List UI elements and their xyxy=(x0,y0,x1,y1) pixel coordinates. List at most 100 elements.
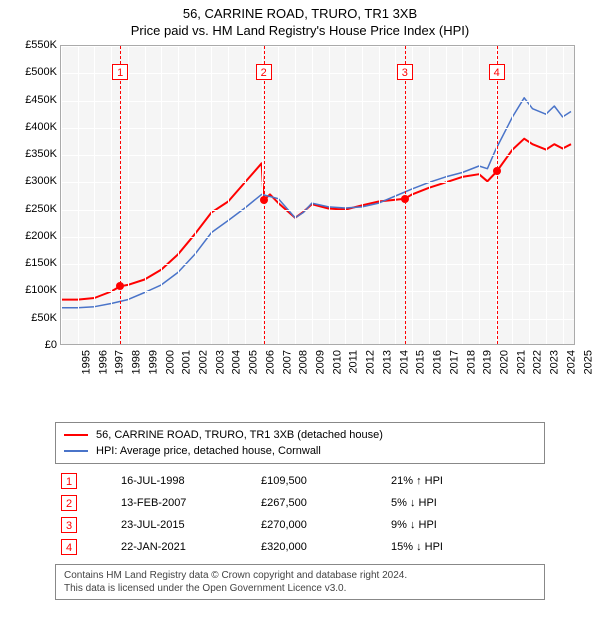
sale-marker-line xyxy=(497,46,498,344)
x-axis-label: 2014 xyxy=(398,350,410,374)
gridline-v xyxy=(245,46,246,344)
x-axis-label: 1995 xyxy=(80,350,92,374)
gridline-v xyxy=(512,46,513,344)
x-axis-label: 2002 xyxy=(198,350,210,374)
sale-hpi-diff: 15% ↓ HPI xyxy=(385,536,545,558)
x-axis-label: 2024 xyxy=(565,350,577,374)
title-block: 56, CARRINE ROAD, TRURO, TR1 3XB Price p… xyxy=(0,0,600,40)
footer-attribution: Contains HM Land Registry data © Crown c… xyxy=(55,564,545,600)
gridline-v xyxy=(295,46,296,344)
gridline-v xyxy=(329,46,330,344)
x-axis-label: 2000 xyxy=(164,350,176,374)
sale-marker-badge: 1 xyxy=(112,64,128,80)
gridline-v xyxy=(395,46,396,344)
x-axis-label: 1997 xyxy=(114,350,126,374)
gridline-v xyxy=(446,46,447,344)
gridline-v xyxy=(61,46,62,344)
x-axis-label: 2021 xyxy=(515,350,527,374)
sale-price: £267,500 xyxy=(255,492,385,514)
sale-date: 23-JUL-2015 xyxy=(115,514,255,536)
sales-table: 1 16-JUL-1998£109,50021% ↑ HPI213-FEB-200… xyxy=(55,470,545,558)
y-axis-label: £400K xyxy=(25,121,57,133)
x-axis-label: 2019 xyxy=(482,350,494,374)
chart-container: 56, CARRINE ROAD, TRURO, TR1 3XB Price p… xyxy=(0,0,600,620)
gridline-v xyxy=(412,46,413,344)
sale-price: £320,000 xyxy=(255,536,385,558)
series-line xyxy=(61,98,571,308)
sale-marker-badge: 3 xyxy=(397,64,413,80)
gridline-v xyxy=(345,46,346,344)
x-axis-label: 2022 xyxy=(532,350,544,374)
x-axis-label: 2005 xyxy=(248,350,260,374)
y-axis-label: £500K xyxy=(25,66,57,78)
sale-price: £270,000 xyxy=(255,514,385,536)
footer-line: This data is licensed under the Open Gov… xyxy=(64,582,536,595)
x-axis-label: 2003 xyxy=(214,350,226,374)
x-axis-label: 2017 xyxy=(448,350,460,374)
sale-row: 213-FEB-2007£267,5005% ↓ HPI xyxy=(55,492,545,514)
gridline-v xyxy=(563,46,564,344)
sale-marker-badge: 4 xyxy=(489,64,505,80)
x-axis-label: 2010 xyxy=(331,350,343,374)
gridline-v xyxy=(178,46,179,344)
sale-price: £109,500 xyxy=(255,470,385,492)
x-axis-label: 2004 xyxy=(231,350,243,374)
y-axis-label: £250K xyxy=(25,203,57,215)
gridline-v xyxy=(145,46,146,344)
gridline-v xyxy=(211,46,212,344)
y-axis-label: £200K xyxy=(25,230,57,242)
sale-number-badge: 3 xyxy=(61,517,77,533)
gridline-v xyxy=(546,46,547,344)
sale-marker-line xyxy=(120,46,121,344)
sale-marker-line xyxy=(264,46,265,344)
sale-date: 16-JUL-1998 xyxy=(115,470,255,492)
gridline-v xyxy=(111,46,112,344)
gridline-v xyxy=(228,46,229,344)
x-axis-label: 2011 xyxy=(347,350,359,374)
gridline-v xyxy=(278,46,279,344)
chart-subtitle: Price paid vs. HM Land Registry's House … xyxy=(0,23,600,38)
gridline-v xyxy=(128,46,129,344)
gridline-v xyxy=(429,46,430,344)
x-axis-label: 1996 xyxy=(97,350,109,374)
x-axis-label: 2009 xyxy=(315,350,327,374)
sale-hpi-diff: 21% ↑ HPI xyxy=(385,470,545,492)
gridline-v xyxy=(262,46,263,344)
sale-row: 323-JUL-2015£270,0009% ↓ HPI xyxy=(55,514,545,536)
sale-date: 13-FEB-2007 xyxy=(115,492,255,514)
y-axis-label: £100K xyxy=(25,284,57,296)
gridline-h xyxy=(61,346,574,347)
sale-number-badge: 4 xyxy=(61,539,77,555)
x-axis-label: 2006 xyxy=(264,350,276,374)
chart-title-address: 56, CARRINE ROAD, TRURO, TR1 3XB xyxy=(0,6,600,21)
sale-marker-dot xyxy=(260,196,268,204)
x-axis-label: 2020 xyxy=(499,350,511,374)
chart-area: 1234 £0£50K£100K£150K£200K£250K£300K£350… xyxy=(10,40,585,390)
x-axis-label: 2016 xyxy=(432,350,444,374)
gridline-v xyxy=(161,46,162,344)
x-axis-label: 2012 xyxy=(365,350,377,374)
gridline-v xyxy=(94,46,95,344)
x-axis-label: 2013 xyxy=(381,350,393,374)
legend-label: 56, CARRINE ROAD, TRURO, TR1 3XB (detach… xyxy=(96,429,383,441)
y-axis-label: £50K xyxy=(31,312,57,324)
x-axis-label: 1999 xyxy=(147,350,159,374)
sale-row: 1 16-JUL-1998£109,50021% ↑ HPI xyxy=(55,470,545,492)
legend-label: HPI: Average price, detached house, Corn… xyxy=(96,445,321,457)
legend-box: 56, CARRINE ROAD, TRURO, TR1 3XB (detach… xyxy=(55,422,545,464)
gridline-v xyxy=(78,46,79,344)
legend-swatch xyxy=(64,450,88,452)
x-axis-label: 2018 xyxy=(465,350,477,374)
y-axis-label: £550K xyxy=(25,39,57,51)
gridline-v xyxy=(362,46,363,344)
sale-hpi-diff: 5% ↓ HPI xyxy=(385,492,545,514)
sale-number-badge: 1 xyxy=(61,473,77,489)
sale-marker-dot xyxy=(493,167,501,175)
gridline-v xyxy=(529,46,530,344)
sale-marker-dot xyxy=(116,282,124,290)
x-axis-label: 2023 xyxy=(549,350,561,374)
legend-item-property: 56, CARRINE ROAD, TRURO, TR1 3XB (detach… xyxy=(64,427,536,443)
sale-marker-badge: 2 xyxy=(256,64,272,80)
legend-swatch xyxy=(64,434,88,436)
sale-marker-dot xyxy=(401,195,409,203)
